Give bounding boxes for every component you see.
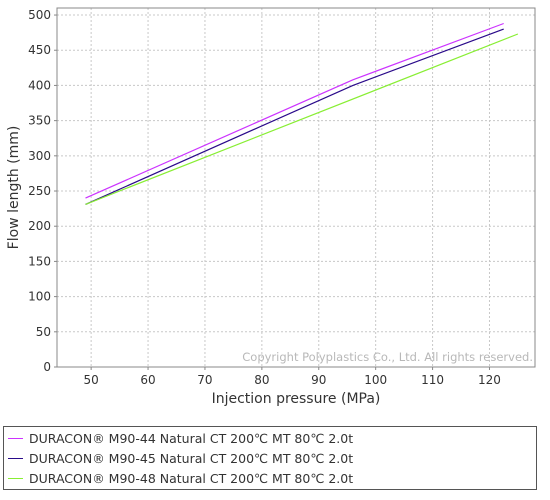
legend-swatch: [8, 457, 23, 459]
y-tick-label: 200: [28, 219, 51, 233]
y-tick-label: 350: [28, 114, 51, 128]
y-tick-label: 100: [28, 290, 51, 304]
x-tick-label: 120: [478, 373, 501, 387]
x-tick-label: 90: [311, 373, 326, 387]
ticks: 50 60 70 80 90 100 110 120 0 50 100 150 200 250 300 350…: [28, 8, 501, 387]
x-tick-label: 60: [140, 373, 155, 387]
legend-item-m90-45: DURACON® M90-45 Natural CT 200℃ MT 80℃ 2…: [8, 449, 353, 467]
legend-item-m90-48: DURACON® M90-48 Natural CT 200℃ MT 80℃ 2…: [8, 469, 353, 487]
watermark: Copyright Polyplastics Co., Ltd. All rig…: [242, 350, 533, 364]
chart: Copyright Polyplastics Co., Ltd. All rig…: [6, 7, 536, 407]
plot-border: [56, 7, 536, 368]
x-tick-label: 110: [421, 373, 444, 387]
y-tick-label: 250: [28, 184, 51, 198]
series-layer: [85, 22, 519, 205]
y-tick-label: 500: [28, 8, 51, 22]
x-tick-label: 50: [84, 373, 99, 387]
y-tick-label: 300: [28, 149, 51, 163]
series-line-1: [85, 22, 504, 199]
x-axis-title: Injection pressure (MPa): [212, 391, 381, 407]
legend: DURACON® M90-44 Natural CT 200℃ MT 80℃ 2…: [3, 426, 537, 490]
y-tick-label: 400: [28, 78, 51, 92]
legend-label: DURACON® M90-44 Natural CT 200℃ MT 80℃ 2…: [29, 430, 354, 446]
legend-swatch: [8, 477, 23, 479]
y-tick-label: 0: [43, 360, 51, 374]
y-tick-label: 50: [36, 325, 51, 339]
y-tick-label: 450: [28, 43, 51, 57]
legend-label: DURACON® M90-45 Natural CT 200℃ MT 80℃ 2…: [29, 450, 354, 466]
x-tick-label: 80: [254, 373, 269, 387]
series-line-3: [85, 33, 519, 205]
y-axis-title: Flow length (mm): [6, 126, 22, 250]
y-tick-label: 150: [28, 254, 51, 268]
legend-item-m90-44: DURACON® M90-44 Natural CT 200℃ MT 80℃ 2…: [8, 429, 353, 447]
x-tick-label: 100: [364, 373, 387, 387]
plot-area: [57, 8, 535, 367]
x-tick-label: 70: [197, 373, 212, 387]
series-line-2: [85, 28, 504, 205]
legend-swatch: [8, 437, 23, 439]
legend-label: DURACON® M90-48 Natural CT 200℃ MT 80℃ 2…: [29, 470, 354, 486]
